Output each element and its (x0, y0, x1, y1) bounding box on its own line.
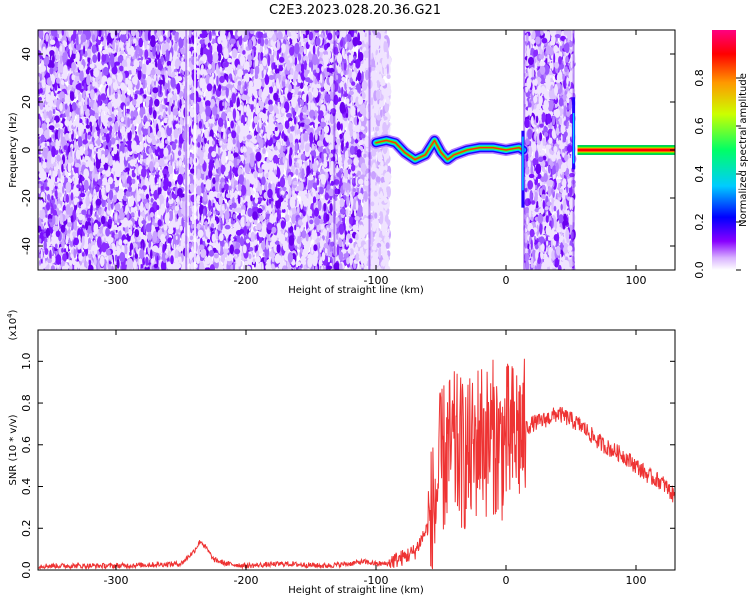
spectrogram-image (38, 30, 675, 270)
spectrogram-cell (345, 225, 351, 232)
chart-title: C2E3.2023.028.20.36.G21 (269, 3, 441, 18)
spectrogram-cell (95, 264, 98, 270)
spectrogram-cell (386, 74, 391, 80)
spectrogram-cell (217, 52, 222, 62)
